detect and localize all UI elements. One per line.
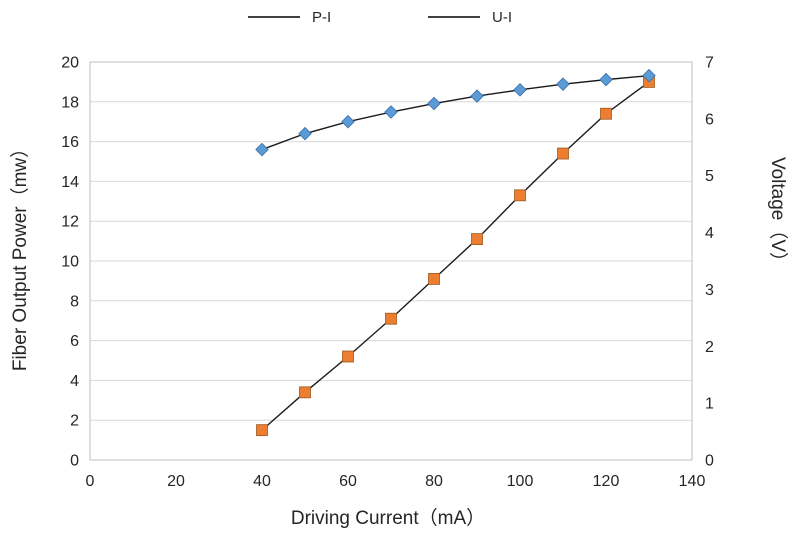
y-left-tick-label: 14 <box>61 174 79 191</box>
data-point-marker-u-i <box>556 77 570 91</box>
y-axis-title-left: Fiber Output Power（mw） <box>9 139 31 371</box>
data-point-marker-p-i <box>557 147 569 160</box>
y-right-tick-label: 4 <box>705 225 714 242</box>
data-point-marker-p-i <box>342 350 354 363</box>
y-left-tick-label: 18 <box>61 94 79 111</box>
data-point-marker-u-i <box>384 105 398 119</box>
data-point-marker-u-i <box>599 72 613 87</box>
series-line-u-i <box>261 74 650 151</box>
x-tick-label: 100 <box>507 473 534 490</box>
x-tick-label: 0 <box>86 473 95 490</box>
data-point-marker-u-i <box>255 142 269 157</box>
data-point-marker-u-i <box>470 89 484 103</box>
y-left-tick-label: 12 <box>61 214 79 231</box>
data-point-marker-u-i <box>513 83 527 97</box>
y-left-tick-label: 16 <box>61 134 79 151</box>
y-left-tick-label: 8 <box>70 293 79 310</box>
x-tick-label: 20 <box>167 473 185 490</box>
y-left-tick-label: 2 <box>70 413 79 430</box>
y-right-tick-label: 7 <box>705 55 714 72</box>
data-point-marker-p-i <box>256 424 268 437</box>
data-point-marker-p-i <box>385 312 397 325</box>
legend-label-u-i: U-I <box>492 9 512 26</box>
y-right-tick-label: 0 <box>705 453 714 470</box>
y-left-tick-label: 20 <box>61 55 79 72</box>
plot-border <box>89 61 693 461</box>
data-point-marker-p-i <box>514 189 526 202</box>
y-right-tick-label: 5 <box>705 168 714 185</box>
x-tick-label: 60 <box>339 473 357 490</box>
data-point-marker-u-i <box>642 68 656 83</box>
x-tick-label: 120 <box>593 473 620 490</box>
y-right-tick-label: 3 <box>705 282 714 299</box>
x-tick-label: 40 <box>253 473 271 490</box>
series-line-p-i <box>261 81 650 431</box>
y-right-tick-label: 6 <box>705 111 714 128</box>
data-point-marker-p-i <box>471 233 483 246</box>
legend-label-p-i: P-I <box>312 9 331 26</box>
y-left-tick-label: 4 <box>70 373 79 390</box>
data-point-marker-p-i <box>299 386 311 399</box>
y-left-tick-label: 10 <box>61 254 79 271</box>
y-left-tick-label: 6 <box>70 333 79 350</box>
x-axis-title: Driving Current（mA） <box>291 507 485 529</box>
y-axis-title-right: Voltage（V） <box>767 157 789 271</box>
x-tick-label: 80 <box>425 473 443 490</box>
data-point-marker-u-i <box>427 96 441 111</box>
data-point-marker-p-i <box>428 273 440 285</box>
y-right-tick-label: 2 <box>705 339 714 356</box>
data-point-marker-u-i <box>298 126 312 141</box>
data-point-marker-u-i <box>341 114 355 129</box>
x-tick-label: 140 <box>679 473 706 490</box>
y-right-tick-label: 1 <box>705 396 714 413</box>
legend: P-I U-I <box>248 9 512 26</box>
y-left-tick-label: 0 <box>70 453 79 470</box>
data-point-marker-p-i <box>600 107 612 120</box>
